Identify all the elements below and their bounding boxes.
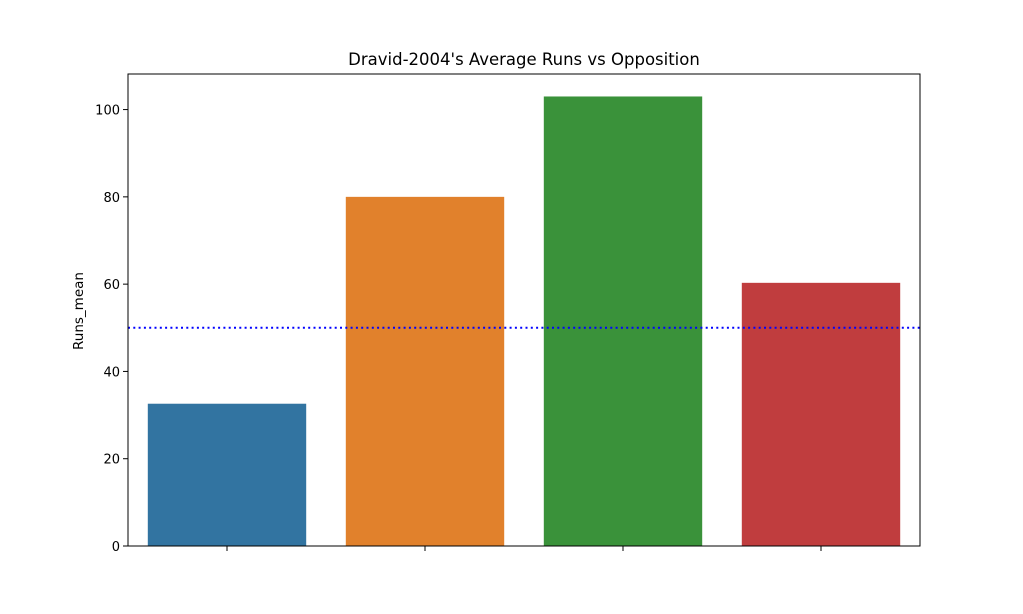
x-tick-label: South Africa	[817, 552, 828, 613]
bar-pakistan	[543, 96, 703, 546]
y-tick-label: 60	[103, 278, 120, 293]
axes-frame	[127, 73, 921, 547]
x-tick-label: Australia	[223, 552, 234, 596]
y-tick-label: 20	[103, 453, 120, 468]
y-tick-label: 100	[95, 104, 120, 119]
bar-australia	[147, 403, 307, 546]
y-tick-label: 0	[112, 540, 120, 555]
plot-area: 0 20 40 60 80 100 Australia Bangladesh Pakistan S…	[95, 73, 921, 613]
bar-south-africa	[741, 282, 901, 546]
y-tick-label: 80	[103, 191, 120, 206]
y-axis-label: Runs_mean	[71, 272, 87, 350]
x-tick-label: Pakistan	[619, 552, 630, 594]
chart-title: Dravid-2004's Average Runs vs Opposition	[348, 50, 700, 69]
y-tick-label: 40	[103, 365, 120, 380]
bar-bangladesh	[345, 196, 505, 547]
x-tick-label: Bangladesh	[421, 552, 432, 611]
